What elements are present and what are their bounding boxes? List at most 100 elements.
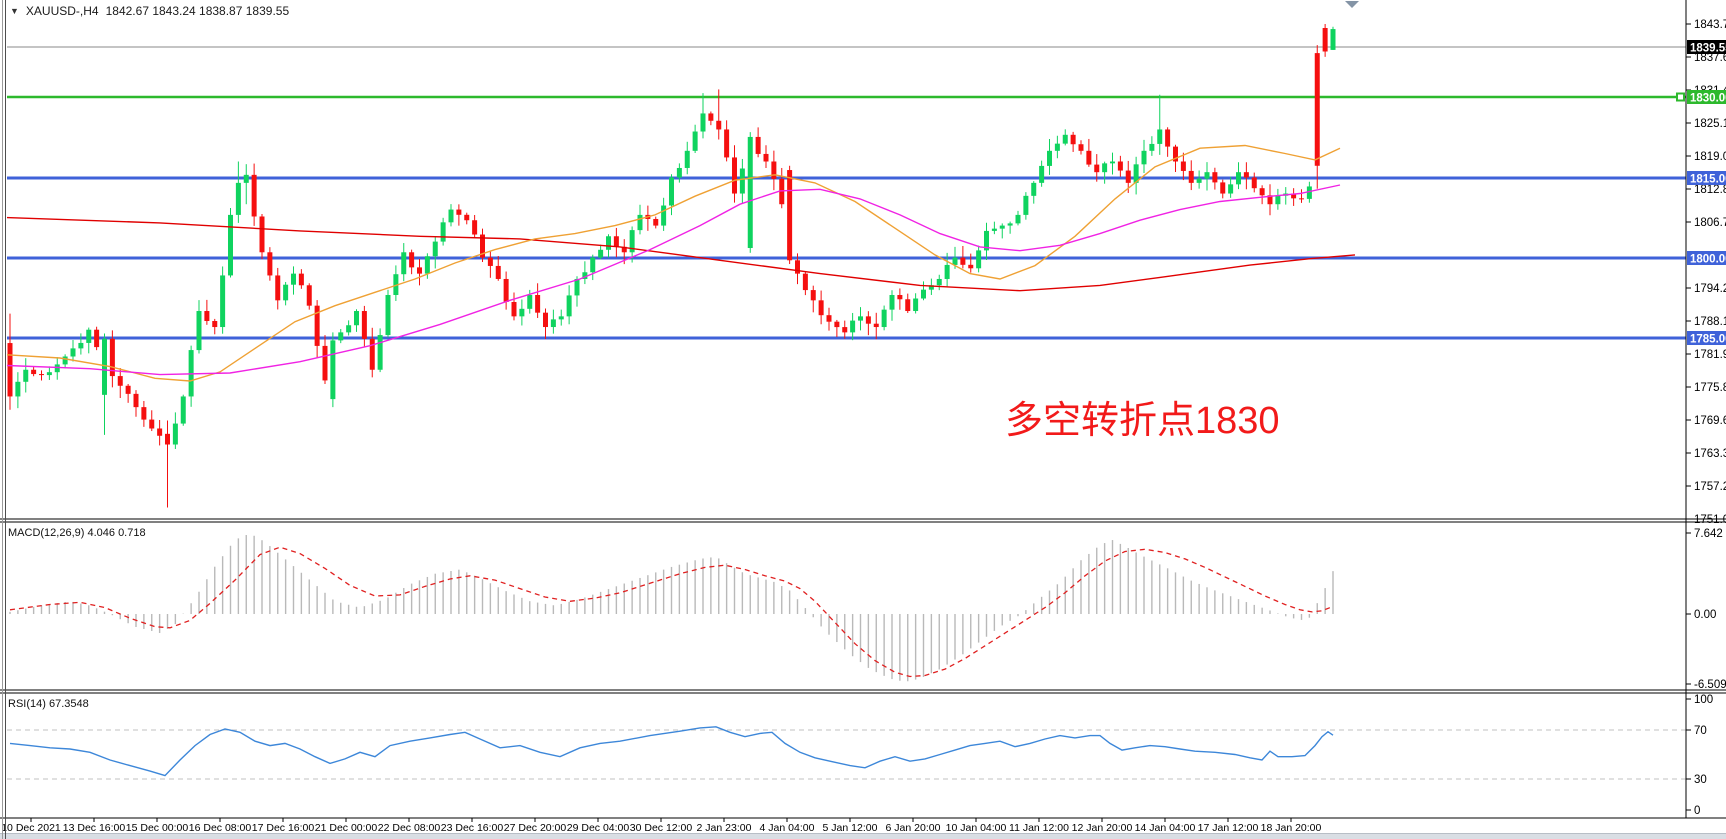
candle-body (346, 325, 352, 333)
time-label: 18 Jan 20:00 (1261, 822, 1322, 834)
candle-body (102, 338, 107, 395)
window-left-border-inner (5, 0, 6, 839)
candle-body (330, 340, 336, 400)
price-badge (1687, 40, 1726, 54)
candle-body (432, 241, 438, 257)
candle-body (921, 289, 926, 299)
candle-body (369, 338, 375, 370)
text-annotation-1830[interactable]: 多空转折点1830 (1005, 400, 1280, 442)
time-label: 13 Dec 16:00 (63, 822, 126, 834)
time-label: 16 Dec 08:00 (189, 822, 252, 834)
candle-body (1165, 129, 1171, 147)
candle-body (338, 332, 344, 341)
price-tick-label: 1788.10 (1694, 316, 1726, 328)
chart-shift-marker-icon[interactable] (1345, 1, 1359, 8)
candle-body (661, 205, 667, 226)
candle-body (354, 311, 359, 326)
candle-body (527, 294, 533, 309)
candle-body (928, 285, 934, 290)
price-badge-label: 1830.00 (1690, 93, 1726, 105)
candle-body (1149, 143, 1155, 151)
price-badge-label: 1839.55 (1690, 43, 1726, 55)
candle-body (70, 348, 76, 357)
candle-body (1023, 195, 1029, 215)
candle-body (78, 342, 84, 349)
time-label: 22 Dec 08:00 (378, 822, 441, 834)
panel-frame (0, 0, 1726, 819)
time-label: 30 Dec 12:00 (630, 822, 693, 834)
candle-body (1314, 53, 1320, 166)
price-tick-label: 1837.60 (1694, 52, 1726, 64)
candle-body (361, 311, 367, 339)
candle-body (881, 309, 887, 328)
candle-body (1330, 29, 1336, 50)
candle-body (291, 273, 296, 285)
candle-body (676, 167, 682, 178)
candles-layer (7, 24, 1336, 508)
price-tick-label: 1769.65 (1694, 415, 1726, 427)
candle-body (826, 315, 832, 322)
candle-body (314, 305, 320, 346)
candle-body (149, 419, 155, 429)
macd-panel: 7.642 0.00 -6.509 (9, 528, 1726, 691)
candle-body (732, 157, 737, 194)
candle-body (1322, 28, 1328, 52)
candle-body (511, 302, 517, 317)
candle-body (456, 209, 462, 215)
candle-body (377, 335, 383, 370)
candle-body (1275, 195, 1281, 205)
chart-titlebar: ▼ XAUUSD-,H4 1842.67 1843.24 1838.87 1839.… (10, 4, 289, 18)
candle-body (1306, 186, 1312, 199)
macd-axis-label: 0.00 (1694, 609, 1716, 621)
candle-body (1078, 144, 1084, 151)
candle-body (858, 316, 863, 321)
candle-body (1267, 195, 1273, 205)
candle-body (519, 308, 525, 317)
candle-body (440, 222, 446, 242)
price-badge (1687, 331, 1726, 345)
candle-body (212, 320, 218, 328)
time-label: 21 Dec 00:00 (315, 822, 378, 834)
macd-signal-line (9, 546, 1334, 678)
candle-body (180, 396, 186, 424)
candle-body (787, 170, 793, 261)
candle-body (1054, 143, 1060, 151)
rsi-axis-label: 0 (1694, 805, 1700, 817)
candle-body (535, 294, 541, 313)
candle-body (842, 327, 848, 333)
collapse-ohlc-icon[interactable]: ▼ (10, 6, 19, 16)
time-label: 23 Dec 16:00 (441, 822, 504, 834)
candle-body (1047, 150, 1052, 166)
candle-body (141, 407, 147, 420)
candle-body (401, 252, 407, 275)
time-label: 17 Jan 12:00 (1198, 822, 1259, 834)
time-label: 11 Jan 12:00 (1009, 822, 1069, 834)
rsi-value: 67.3548 (48, 698, 89, 710)
horizontal-scrollbar[interactable] (0, 833, 1726, 839)
candle-body (716, 120, 722, 130)
candle-body (700, 113, 706, 132)
candle-body (606, 236, 611, 250)
candle-body (574, 278, 580, 296)
candle-body (259, 216, 265, 253)
candle-body (409, 252, 415, 268)
candle-body (550, 319, 556, 328)
macd-indicator-label: MACD(12,26,9) 4.046 0.718 (8, 527, 146, 539)
candle-body (684, 150, 690, 168)
candle-body (322, 345, 328, 381)
price-tick-label: 1763.35 (1694, 448, 1726, 460)
time-label: 6 Jan 20:00 (886, 822, 941, 834)
candle-body (558, 316, 564, 320)
candle-body (968, 264, 974, 269)
price-tick-label: 1775.80 (1694, 382, 1726, 394)
candle-body (936, 278, 942, 286)
candle-body (267, 252, 273, 276)
hline-drag-handle[interactable] (1676, 92, 1685, 102)
time-label: 17 Dec 16:00 (252, 822, 315, 834)
candle-body (235, 182, 241, 215)
candle-body (653, 218, 659, 226)
rsi-panel: 100 70 30 0 (7, 694, 1713, 817)
candle-body (724, 129, 730, 158)
candle-body (1125, 170, 1131, 183)
